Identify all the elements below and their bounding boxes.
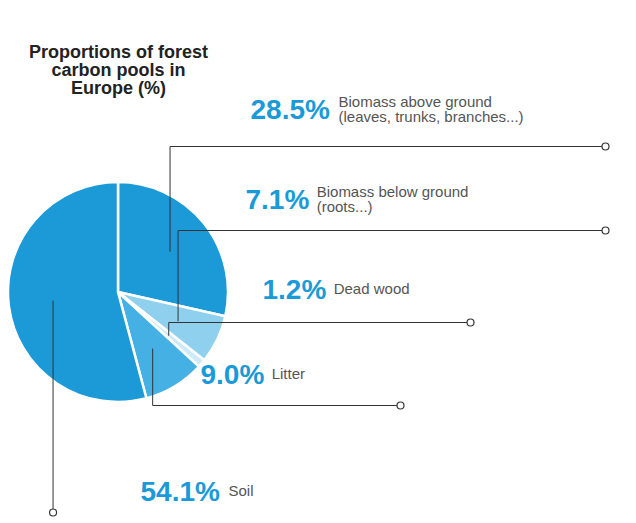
- svg-text:Biomass above ground(leaves, t: Biomass above ground(leaves, trunks, bra…: [339, 93, 524, 125]
- svg-text:Proportions of forestcarbon po: Proportions of forestcarbon pools inEuro…: [29, 42, 208, 98]
- svg-text:54.1%: 54.1%: [141, 476, 220, 507]
- svg-text:7.1%: 7.1%: [246, 184, 310, 215]
- svg-text:Dead wood: Dead wood: [334, 280, 410, 297]
- svg-text:9.0%: 9.0%: [201, 359, 265, 390]
- svg-text:28.5%: 28.5%: [251, 94, 330, 125]
- svg-text:Soil: Soil: [229, 482, 254, 499]
- svg-text:Biomass below ground(roots...): Biomass below ground(roots...): [317, 183, 469, 215]
- svg-text:Litter: Litter: [272, 365, 305, 382]
- svg-text:1.2%: 1.2%: [263, 274, 327, 305]
